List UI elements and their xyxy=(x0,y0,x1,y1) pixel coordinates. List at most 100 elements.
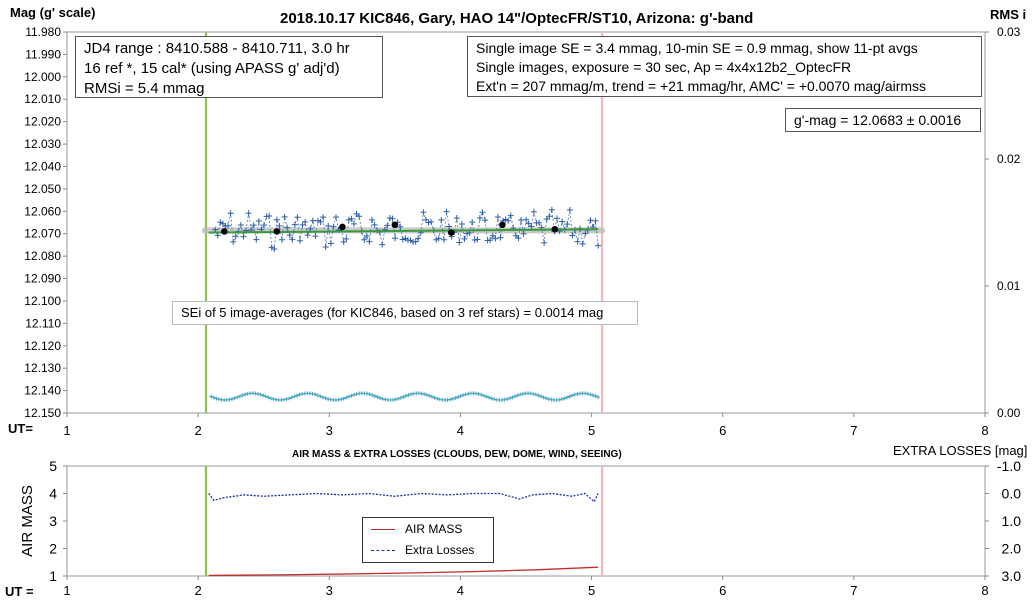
measurement-point xyxy=(476,215,483,222)
measurement-point xyxy=(392,235,399,242)
rms-point xyxy=(432,395,437,400)
measurement-point xyxy=(415,235,422,242)
measurement-point xyxy=(438,216,445,223)
bottom-y-tick-label: 2 xyxy=(49,541,57,557)
measurement-point xyxy=(397,223,404,230)
measurement-point xyxy=(515,235,522,242)
rms-point xyxy=(398,395,403,400)
bottom-y2-tick-label: 0.0 xyxy=(1002,486,1022,502)
measurement-point xyxy=(523,216,530,223)
measurement-point xyxy=(474,236,481,243)
bottom-y-tick-label: 3 xyxy=(49,513,57,529)
measurement-point xyxy=(255,217,262,224)
measurement-point xyxy=(227,210,234,217)
measurement-point xyxy=(363,232,370,239)
y-tick-label: 11.990 xyxy=(25,47,61,61)
y2-tick-label: 0.01 xyxy=(997,279,1021,293)
y2-tick-label: 0.00 xyxy=(997,406,1021,420)
rms-point xyxy=(572,392,577,397)
x-tick-label: 6 xyxy=(719,423,726,438)
measurement-point xyxy=(261,222,268,229)
rms-point xyxy=(424,392,429,397)
rms-point xyxy=(564,395,569,400)
y-tick-label: 12.030 xyxy=(24,137,61,151)
rms-point xyxy=(455,395,460,400)
measurement-point xyxy=(587,217,594,224)
measurement-point xyxy=(530,208,537,215)
y-tick-label: 12.130 xyxy=(24,361,61,375)
legend-item-extra-losses: Extra Losses xyxy=(371,543,474,557)
measurement-point xyxy=(327,240,334,247)
rms-point xyxy=(481,393,486,398)
rms-point xyxy=(284,397,289,402)
info-right-line: Single image SE = 3.4 mmag, 10-min SE = … xyxy=(476,40,918,56)
measurement-point xyxy=(371,221,378,228)
info-left-line: 16 ref *, 15 cal* (using APASS g' adj'd) xyxy=(84,60,340,77)
rms-point xyxy=(310,391,315,396)
legend-label-extra-losses: Extra Losses xyxy=(405,543,475,557)
measurement-point xyxy=(453,215,460,222)
measurement-point xyxy=(273,216,280,223)
bottom-y2-tick-label: -1.0 xyxy=(997,458,1021,474)
measurement-point xyxy=(479,209,486,216)
measurement-point xyxy=(289,236,296,243)
rms-point xyxy=(536,393,541,398)
y-tick-label: 12.080 xyxy=(24,249,61,263)
top-x-axis-title: UT= xyxy=(8,421,33,436)
top-plot-frame xyxy=(66,31,986,414)
rms-point xyxy=(240,393,245,398)
rms-point xyxy=(505,397,510,402)
measurement-point xyxy=(554,215,561,222)
bottom-x-tick-label: 7 xyxy=(850,583,857,598)
measurement-point xyxy=(271,245,278,252)
bottom-plot-frame xyxy=(66,465,986,577)
rms-point xyxy=(341,396,346,401)
measurement-point xyxy=(253,236,260,243)
measurement-point xyxy=(284,224,291,231)
rms-point xyxy=(559,397,564,402)
measurement-point xyxy=(541,239,548,246)
rms-point xyxy=(266,395,271,400)
measurement-point xyxy=(291,221,298,228)
x-tick-label: 7 xyxy=(850,423,857,438)
rms-point xyxy=(518,392,523,397)
measurement-point xyxy=(433,236,440,243)
measurement-point xyxy=(518,217,525,224)
rms-point xyxy=(463,392,468,397)
average-point xyxy=(499,221,506,229)
measurement-point xyxy=(564,221,571,228)
measurement-point xyxy=(350,220,357,227)
y2-tick-label: 0.03 xyxy=(997,25,1021,39)
y-tick-label: 12.050 xyxy=(24,182,61,196)
rms-point xyxy=(507,396,512,401)
rms-point xyxy=(448,397,453,402)
rms-point xyxy=(211,395,216,400)
rms-point xyxy=(489,396,494,401)
rms-point xyxy=(294,393,299,398)
y-tick-label: 12.040 xyxy=(24,159,61,173)
top-y2-axis-title: RMS i xyxy=(990,7,1027,22)
bottom-x-axis-title: UT = xyxy=(5,584,34,599)
measurement-point xyxy=(279,236,286,243)
info-right-line: Ext'n = 207 mmag/m, trend = +21 mmag/hr,… xyxy=(476,78,927,94)
rms-point xyxy=(354,392,359,397)
measurement-point xyxy=(361,236,368,243)
bottom-y-tick-label: 4 xyxy=(49,486,57,502)
rms-point xyxy=(380,396,385,401)
bottom-x-tick-label: 1 xyxy=(63,583,70,598)
measurement-point xyxy=(379,241,386,248)
rms-point xyxy=(562,396,567,401)
y-tick-label: 12.000 xyxy=(24,70,61,84)
top-chart-title: 2018.10.17 KIC846, Gary, HAO 14"/OptecFR… xyxy=(280,10,754,27)
sei-label: SEi of 5 image-averages (for KIC846, bas… xyxy=(172,301,638,325)
measurement-point xyxy=(389,215,396,222)
rms-point xyxy=(393,397,398,402)
rms-point xyxy=(313,392,318,397)
legend-swatch-extra-losses xyxy=(371,549,395,551)
rms-point xyxy=(406,392,411,397)
rms-point xyxy=(492,397,497,402)
rms-point xyxy=(339,397,344,402)
y-tick-label: 11.980 xyxy=(25,25,61,39)
measurement-point xyxy=(422,216,429,223)
measurement-point xyxy=(332,214,339,221)
